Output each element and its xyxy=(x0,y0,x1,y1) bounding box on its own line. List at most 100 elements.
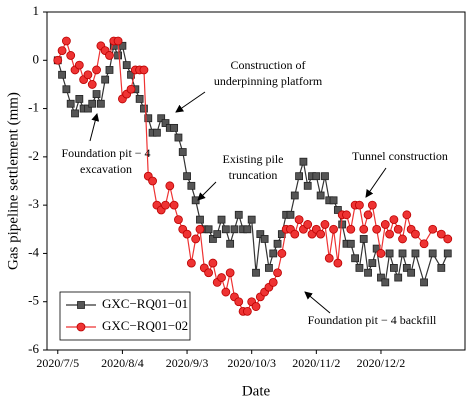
legend-marker xyxy=(77,301,85,309)
annotation-arrow xyxy=(175,91,206,113)
y-tick-label: -4 xyxy=(28,244,39,259)
data-point xyxy=(419,239,429,249)
data-point xyxy=(355,200,364,210)
data-point xyxy=(316,191,325,200)
data-point xyxy=(152,128,161,137)
data-point xyxy=(290,229,300,239)
data-point xyxy=(170,123,179,132)
data-point xyxy=(187,181,196,190)
data-point xyxy=(329,196,338,205)
y-tick-label: 0 xyxy=(33,51,40,66)
annotation-arrow xyxy=(304,291,331,314)
data-point xyxy=(407,268,416,277)
data-point xyxy=(312,172,321,181)
data-point xyxy=(122,61,131,70)
annotation: Tunnel construction xyxy=(352,149,448,163)
legend-box xyxy=(59,291,191,341)
data-point xyxy=(420,278,428,287)
data-point xyxy=(208,258,218,268)
data-point xyxy=(243,225,252,234)
legend-label: GXC−RQ01−02 xyxy=(102,318,188,333)
data-point xyxy=(290,191,299,200)
data-point xyxy=(234,297,244,307)
data-point xyxy=(225,268,235,278)
data-point xyxy=(135,95,144,103)
data-point xyxy=(71,109,79,118)
annotation: Foundation pit − 4 backfill xyxy=(308,313,437,327)
data-point xyxy=(265,264,273,272)
data-point xyxy=(363,210,373,220)
series xyxy=(53,36,453,316)
data-point xyxy=(273,268,282,278)
data-point xyxy=(226,239,235,248)
data-point xyxy=(113,36,123,46)
legend-label: GXC−RQ01−01 xyxy=(102,296,188,311)
data-point xyxy=(61,36,71,46)
x-axis-label: Date xyxy=(242,383,271,399)
data-point xyxy=(443,234,453,244)
data-point xyxy=(96,99,105,108)
data-point xyxy=(286,210,295,219)
data-point xyxy=(295,172,303,181)
data-point xyxy=(84,104,92,113)
data-point xyxy=(169,200,179,210)
data-point xyxy=(75,95,84,103)
data-point xyxy=(105,51,114,60)
data-point xyxy=(385,229,394,239)
data-point xyxy=(87,80,97,89)
data-point xyxy=(342,210,351,220)
data-point xyxy=(333,258,343,268)
data-point xyxy=(161,200,170,210)
data-point xyxy=(144,114,153,123)
data-point xyxy=(316,229,326,239)
y-tick-label: -1 xyxy=(28,100,39,115)
data-point xyxy=(351,254,360,263)
data-point xyxy=(398,249,407,258)
data-point xyxy=(92,90,101,98)
data-point xyxy=(252,268,260,277)
data-point xyxy=(58,70,66,79)
annotation: Construction of xyxy=(231,58,306,72)
data-point xyxy=(437,264,446,272)
data-point xyxy=(385,249,394,258)
data-point xyxy=(213,230,222,239)
data-point xyxy=(105,66,114,74)
data-point xyxy=(389,215,399,225)
x-tick-label: 2020/12/2 xyxy=(357,356,406,370)
y-tick-label: -6 xyxy=(28,341,39,356)
y-tick-label: -5 xyxy=(28,293,39,308)
data-point xyxy=(165,181,175,191)
data-point xyxy=(204,268,213,278)
data-point xyxy=(269,249,278,258)
data-point xyxy=(195,224,205,234)
data-point xyxy=(303,181,312,190)
annotation: Foundation pit − 4 xyxy=(61,146,150,160)
data-point xyxy=(217,273,226,282)
data-point xyxy=(411,249,420,258)
data-point xyxy=(178,148,187,156)
data-point xyxy=(329,224,338,234)
data-point xyxy=(389,264,398,272)
data-point xyxy=(186,258,196,268)
data-point xyxy=(376,249,386,258)
data-point xyxy=(62,85,71,94)
data-point xyxy=(333,206,342,214)
data-point xyxy=(101,75,110,84)
data-point xyxy=(428,224,438,234)
data-point xyxy=(355,264,364,272)
data-point xyxy=(320,220,330,229)
data-point xyxy=(157,114,166,123)
data-point xyxy=(393,224,403,234)
data-point xyxy=(338,220,347,229)
data-point xyxy=(367,200,377,210)
annotation-arrow xyxy=(365,167,387,198)
y-tick-label: -2 xyxy=(28,148,39,163)
data-point xyxy=(148,176,157,186)
data-point xyxy=(394,273,403,282)
data-point xyxy=(299,157,308,166)
data-point xyxy=(183,172,191,181)
data-point xyxy=(92,65,101,75)
data-point xyxy=(174,133,183,142)
data-point xyxy=(196,215,204,224)
data-point xyxy=(380,220,390,229)
